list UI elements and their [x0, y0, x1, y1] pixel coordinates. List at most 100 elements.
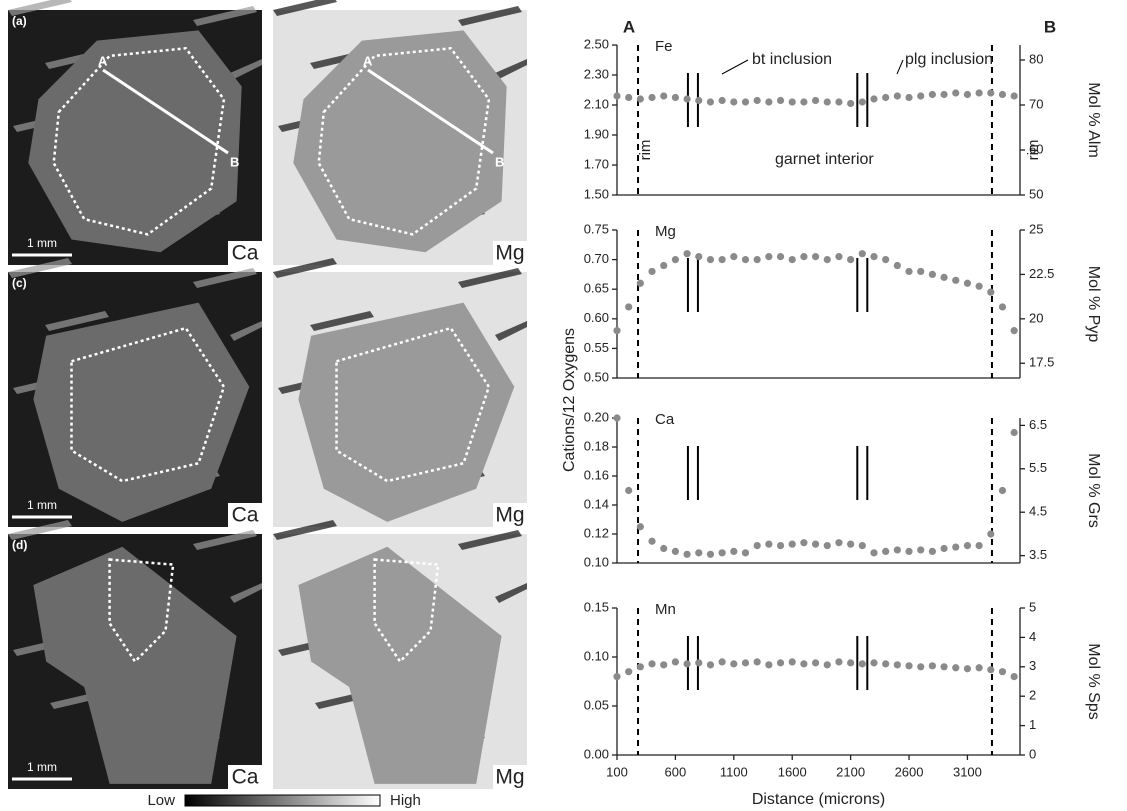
data-point	[975, 542, 983, 550]
data-point	[963, 279, 972, 287]
element-label: Ca	[232, 242, 259, 265]
data-point	[695, 659, 703, 667]
data-point	[847, 99, 855, 108]
y-tick-label: 0.65	[584, 281, 609, 296]
data-point	[987, 666, 995, 674]
data-point	[636, 663, 644, 671]
data-point	[706, 550, 715, 558]
data-point	[683, 550, 691, 558]
y2-tick-label: 25	[1029, 221, 1043, 236]
x-axis-label: Distance (microns)	[752, 791, 885, 808]
y2-tick-label: 4	[1029, 629, 1036, 644]
data-point	[718, 549, 726, 557]
data-point	[882, 256, 890, 264]
map-streak	[273, 520, 337, 540]
data-point	[893, 546, 901, 554]
data-point	[998, 90, 1007, 99]
y-tick-label: 0.10	[584, 648, 609, 663]
element-label: Mg	[655, 223, 676, 240]
data-point	[882, 93, 890, 102]
data-point	[788, 98, 796, 106]
zone-outline	[108, 558, 175, 664]
data-point	[905, 547, 913, 556]
data-point	[648, 93, 656, 102]
data-point	[893, 92, 901, 100]
scale-label: 1 mm	[27, 236, 57, 250]
data-point	[870, 659, 878, 667]
data-point	[695, 549, 703, 557]
y2-axis-label: Mol % Alm	[1085, 82, 1102, 158]
data-point	[788, 540, 796, 548]
grain	[298, 546, 502, 784]
data-point	[823, 256, 831, 264]
map-streak	[230, 59, 262, 79]
y2-tick-label: 5	[1029, 599, 1036, 614]
data-point	[765, 540, 773, 548]
x-tick-label: 3100	[953, 764, 982, 779]
leader	[896, 59, 904, 75]
y2-axis-label: Mol % Sps	[1085, 643, 1102, 719]
profile-end: A	[363, 53, 373, 68]
x-tick-label: 600	[665, 764, 687, 779]
data-point	[648, 267, 656, 276]
profile-end: A	[98, 53, 108, 68]
element-label: Mg	[495, 766, 524, 789]
data-point	[882, 660, 890, 668]
x-tick-label: 2600	[895, 764, 924, 779]
y2-tick-label: 1	[1029, 717, 1036, 732]
element-label: Ca	[655, 411, 675, 428]
grain	[33, 546, 237, 784]
data-point	[765, 253, 773, 261]
map-streak	[230, 583, 262, 603]
y2-tick-label: 17.5	[1029, 355, 1054, 370]
y-tick-label: 0.05	[584, 697, 609, 712]
scale-label: 1 mm	[27, 498, 57, 512]
data-point	[776, 253, 785, 261]
y2-axis-label: Mol % Grs	[1085, 453, 1102, 528]
zone-outline	[317, 46, 491, 236]
data-point	[671, 658, 680, 666]
panel-label: (c)	[12, 276, 27, 290]
y-tick-label: 0.75	[584, 221, 609, 236]
data-point	[893, 661, 901, 669]
data-point	[683, 95, 691, 103]
data-point	[917, 267, 925, 276]
data-point	[765, 661, 773, 669]
y-tick-label: 0.20	[584, 409, 609, 424]
data-point	[660, 92, 668, 100]
data-point	[730, 660, 738, 668]
y-tick-label: 0.15	[584, 599, 609, 614]
grain	[28, 30, 242, 253]
data-point	[613, 92, 621, 100]
data-point	[811, 253, 820, 261]
data-point	[940, 663, 948, 671]
y-tick-label: 0.18	[584, 438, 609, 453]
data-point	[706, 98, 715, 106]
grain	[293, 30, 507, 253]
data-point	[776, 659, 785, 667]
data-point	[800, 539, 808, 547]
data-point	[940, 273, 948, 281]
y-axis-label: Cations/12 Oxygens	[561, 328, 578, 472]
data-point	[975, 282, 983, 290]
data-point	[952, 276, 960, 284]
map-streak	[458, 530, 522, 550]
data-point	[695, 253, 703, 261]
annotation: B	[1044, 17, 1056, 36]
map-streak	[8, 520, 72, 540]
data-point	[823, 98, 831, 106]
data-point	[835, 253, 843, 261]
data-point	[613, 673, 621, 681]
y-tick-label: 0.70	[584, 251, 609, 266]
y2-tick-label: 5.5	[1029, 460, 1047, 475]
data-point	[718, 96, 726, 105]
map-streak	[495, 583, 527, 603]
data-point	[776, 96, 785, 105]
data-point	[788, 658, 796, 666]
y-tick-label: 0.16	[584, 467, 609, 482]
y2-tick-label: 80	[1029, 51, 1043, 66]
y2-axis-label: Mol % Pyp	[1085, 266, 1102, 343]
element-label-box	[493, 241, 527, 265]
data-point	[636, 523, 644, 531]
map-streak	[273, 258, 337, 278]
